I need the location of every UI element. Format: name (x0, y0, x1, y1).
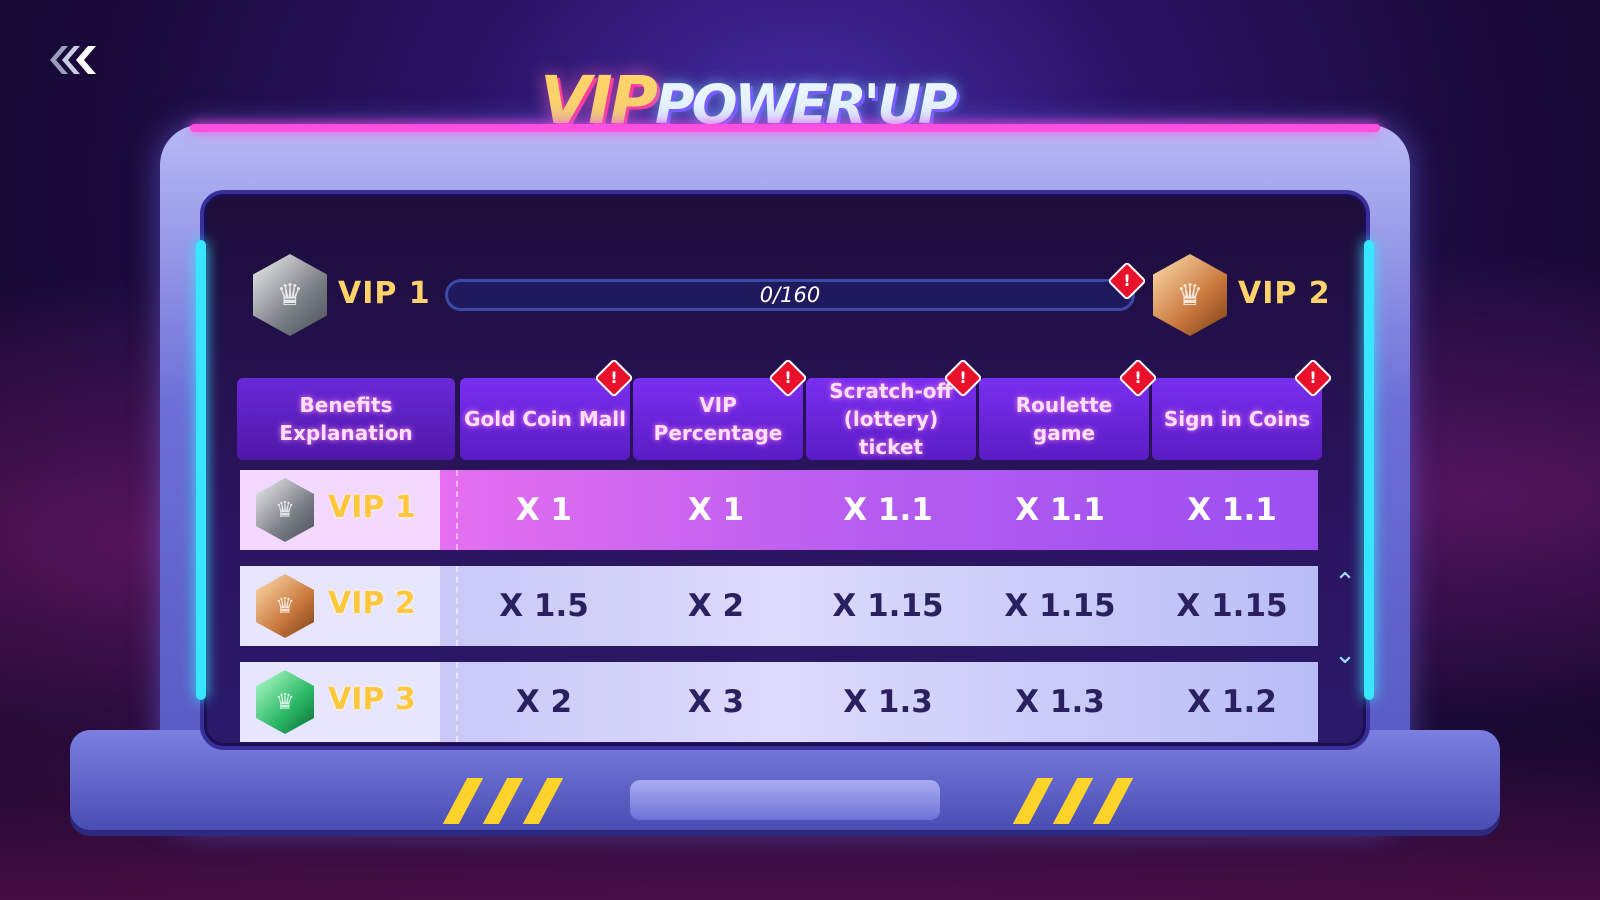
cell: X 1.1 (1187, 492, 1277, 528)
header-scratch-off: Scratch-off (lottery) ticket (806, 378, 976, 460)
back-button[interactable] (46, 44, 100, 76)
cell: X 2 (515, 684, 573, 720)
scroll-down-icon[interactable]: ⌄ (1334, 640, 1356, 670)
table-row: ♛ VIP 1 X 1 X 1 X 1.1 X 1.1 X 1.1 (240, 470, 1318, 550)
header-benefits: Benefits Explanation (237, 378, 455, 460)
vip2-badge-icon: ♛ (256, 574, 314, 638)
header-sign-in-coins: Sign in Coins (1152, 378, 1322, 460)
vip2-badge-icon: ♛ (1153, 254, 1227, 336)
cell: X 1.1 (1015, 492, 1105, 528)
cell: X 1.15 (1176, 588, 1288, 624)
header-roulette: Roulette game (979, 378, 1149, 460)
cell: X 1.5 (499, 588, 589, 624)
cell: X 1 (515, 492, 573, 528)
cell: X 3 (687, 684, 745, 720)
cell: X 1.3 (1015, 684, 1105, 720)
header-gold-coin-mall: Gold Coin Mall (460, 378, 630, 460)
cell: X 1.15 (832, 588, 944, 624)
side-light (196, 240, 206, 700)
table-row: ♛ VIP 3 X 2 X 3 X 1.3 X 1.3 X 1.2 (240, 662, 1318, 742)
row-level: ♛ VIP 3 (240, 662, 458, 742)
current-level-label: VIP 1 (338, 276, 431, 311)
cell: X 1 (687, 492, 745, 528)
header-vip-percentage: VIP Percentage (633, 378, 803, 460)
row-level: ♛ VIP 2 (240, 566, 458, 646)
panel-base-center (630, 780, 940, 820)
next-level-label: VIP 2 (1238, 276, 1331, 311)
progress-value: 0/160 (759, 283, 821, 307)
cell: X 1.2 (1187, 684, 1277, 720)
cell: X 1.1 (843, 492, 933, 528)
progress-bar: 0/160 (445, 279, 1135, 311)
side-light (1364, 240, 1374, 700)
cell: X 2 (687, 588, 745, 624)
cell: X 1.15 (1004, 588, 1116, 624)
cell: X 1.3 (843, 684, 933, 720)
row-level: ♛ VIP 1 (240, 470, 458, 550)
frame-glow (190, 124, 1380, 132)
scroll-up-icon[interactable]: ⌃ (1334, 568, 1356, 598)
vip3-badge-icon: ♛ (256, 670, 314, 734)
vip1-badge-icon: ♛ (256, 478, 314, 542)
table-row: ♛ VIP 2 X 1.5 X 2 X 1.15 X 1.15 X 1.15 (240, 566, 1318, 646)
